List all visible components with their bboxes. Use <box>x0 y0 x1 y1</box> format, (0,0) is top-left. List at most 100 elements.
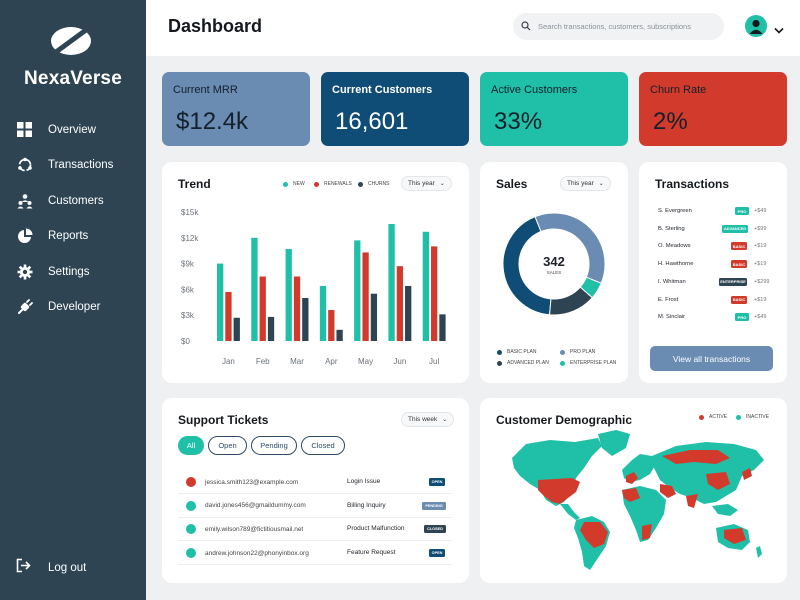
sales-period-dropdown[interactable]: This year ⌄ <box>560 176 611 191</box>
transaction-row[interactable]: I. Whitman ENTERPRISE +$299 <box>658 274 771 292</box>
map-region-north-america <box>512 438 602 506</box>
legend-active: ACTIVE <box>699 414 727 420</box>
map-region-greenland <box>598 430 630 456</box>
page-title: Dashboard <box>168 16 263 36</box>
transactions-card: Transactions S. Evergreen PRO +$49 B. Sterl… <box>639 162 787 383</box>
chevron-down-icon: ⌄ <box>598 181 604 187</box>
ticket-status-dot <box>186 548 196 559</box>
sidebar-item-label: Transactions <box>48 159 114 172</box>
ticket-row[interactable]: david.jones456@gmaildummy.com Billing Inq… <box>178 494 452 518</box>
sales-title: Sales <box>496 177 528 191</box>
bar-renewals-feb <box>259 276 266 341</box>
sidebar-item-settings[interactable]: Settings <box>0 254 146 290</box>
map-region-central-america <box>560 504 580 520</box>
legend-dot <box>358 181 363 187</box>
legend-new: NEW <box>283 181 305 187</box>
sidebar-item-label: Customers <box>48 194 104 207</box>
x-tick-label: Jun <box>393 357 406 366</box>
view-all-transactions-button[interactable]: View all transactions <box>650 346 773 371</box>
legend-advanced-plan: ADVANCED PLAN <box>497 360 549 366</box>
chevron-down-icon: ⌄ <box>439 181 445 187</box>
ticket-issue: Product Malfunction <box>347 525 405 533</box>
plug-icon <box>16 299 33 316</box>
bar-renewals-jan <box>225 291 232 341</box>
legend-dot <box>283 181 288 187</box>
transaction-row[interactable]: S. Evergreen PRO +$49 <box>658 203 771 221</box>
sidebar-item-reports[interactable]: Reports <box>0 219 146 255</box>
map-region-india-active <box>686 494 698 508</box>
user-avatar-icon[interactable] <box>745 15 767 37</box>
legend-label: BASIC PLAN <box>507 349 537 355</box>
kpi-card-current-customers: Current Customers 16,601 <box>321 72 469 146</box>
sales-center-label: SALES <box>546 270 562 275</box>
transaction-row[interactable]: M. Sinclair PRO +$49 <box>658 309 771 327</box>
sidebar-item-label: Overview <box>48 123 96 136</box>
transaction-customer: E. Frost <box>658 296 679 303</box>
transaction-row[interactable]: H. Hawthorne BASIC +$19 <box>658 256 771 274</box>
map-region-japan-active <box>742 468 752 480</box>
bar-new-apr <box>319 285 327 341</box>
bar-new-feb <box>251 237 258 341</box>
map-region-europe-active <box>626 472 638 484</box>
sidebar-nav: Overview Transactions Customers Reports … <box>0 112 146 325</box>
kpi-label: Churn Rate <box>650 84 707 96</box>
bar-churns-jul <box>439 314 446 341</box>
transaction-customer: S. Evergreen <box>658 208 692 214</box>
sidebar-item-label: Settings <box>48 265 90 278</box>
ticket-status-badge: CLOSED <box>424 525 446 534</box>
sidebar-item-overview[interactable]: Overview <box>0 112 146 148</box>
ticket-row[interactable]: andrew.johnson22@phonyinbox.org Feature R… <box>178 541 452 566</box>
transaction-customer: H. Hawthorne <box>658 261 694 268</box>
ticket-email: jessica.smith123@example.com <box>205 478 299 486</box>
plan-badge: ADVANCED <box>722 224 748 233</box>
dropdown-label: This year <box>567 180 594 187</box>
refresh-cycle-icon <box>16 157 33 174</box>
kpi-label: Current Customers <box>332 84 433 96</box>
bar-new-may <box>354 240 361 341</box>
filter-closed[interactable]: Closed <box>301 436 345 455</box>
sidebar-item-developer[interactable]: Developer <box>0 290 146 326</box>
search-box <box>513 13 724 40</box>
transaction-amount: +$49 <box>754 314 767 321</box>
ticket-row[interactable]: emily.wilson789@fictitiousmail.net Produc… <box>178 517 452 542</box>
legend-dot <box>560 360 565 366</box>
filter-all[interactable]: All <box>178 436 204 455</box>
transaction-amount: +$19 <box>754 261 767 268</box>
legend-inactive: INACTIVE <box>736 414 769 420</box>
plan-badge: ENTERPRISE <box>719 277 747 286</box>
sidebar-item-customers[interactable]: Customers <box>0 183 146 219</box>
sales-card: Sales This year ⌄ 342 SALES BASIC PLAN PR… <box>480 162 628 383</box>
transaction-row[interactable]: B. Sterling ADVANCED +$99 <box>658 221 771 239</box>
filter-pending[interactable]: Pending <box>251 436 297 455</box>
chevron-down-icon[interactable] <box>774 21 784 39</box>
ticket-issue: Login Issue <box>347 478 381 485</box>
search-icon <box>521 18 531 36</box>
transaction-row[interactable]: O. Meadows BASIC +$19 <box>658 238 771 256</box>
search-input[interactable] <box>538 22 718 31</box>
legend-dot <box>497 360 502 366</box>
logout-button[interactable]: Log out <box>16 558 86 578</box>
bar-new-jun <box>388 224 395 341</box>
customer-demographic-title: Customer Demographic <box>496 413 633 427</box>
ticket-row[interactable]: jessica.smith123@example.com Login Issue O… <box>178 470 452 494</box>
transaction-amount: +$299 <box>754 278 770 285</box>
support-tickets-title: Support Tickets <box>178 413 269 427</box>
map-region-usa-active <box>538 478 580 504</box>
sidebar: NexaVerse Overview Transactions Customer… <box>0 0 146 600</box>
grid-icon <box>16 121 33 138</box>
tickets-period-dropdown[interactable]: This week ⌄ <box>401 412 455 427</box>
legend-label: CHURNS <box>368 181 390 187</box>
transaction-amount: +$19 <box>754 243 767 250</box>
x-tick-label: Jan <box>222 357 235 366</box>
bar-renewals-jun <box>396 266 404 341</box>
bar-renewals-jul <box>431 246 438 341</box>
legend-label: PRO PLAN <box>570 349 596 355</box>
transaction-row[interactable]: E. Frost BASIC +$19 <box>658 292 771 310</box>
map-region-southern-africa-active <box>642 524 652 540</box>
transactions-title: Transactions <box>655 177 730 191</box>
logout-icon <box>16 558 31 578</box>
filter-open[interactable]: Open <box>208 436 247 455</box>
x-tick-label: May <box>358 357 373 366</box>
sidebar-item-transactions[interactable]: Transactions <box>0 148 146 184</box>
trend-period-dropdown[interactable]: This year ⌄ <box>401 176 452 191</box>
